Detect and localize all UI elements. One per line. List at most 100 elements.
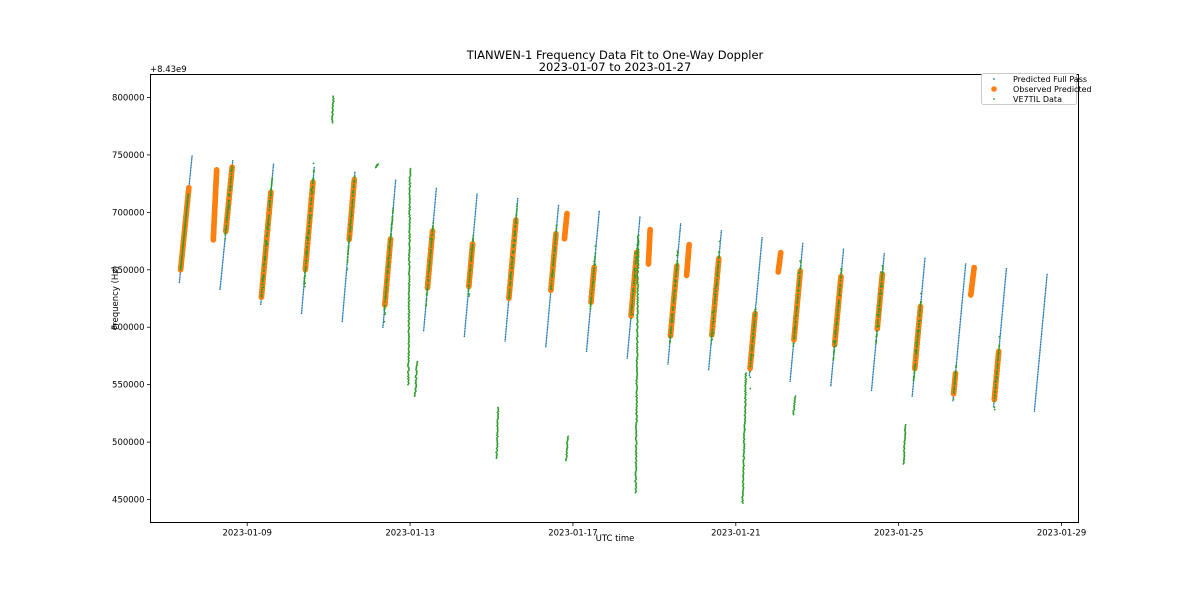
predicted-point xyxy=(760,249,762,252)
predicted-point xyxy=(921,290,923,293)
ve7til-point xyxy=(352,191,355,194)
ve7til-point xyxy=(308,220,311,223)
ve7til-point xyxy=(510,271,513,273)
predicted-point xyxy=(475,199,478,202)
predicted-point xyxy=(757,279,759,282)
ve7til-point xyxy=(718,240,721,243)
predicted-point xyxy=(393,200,395,202)
predicted-point xyxy=(507,303,510,305)
predicted-point xyxy=(595,248,597,251)
predicted-point xyxy=(556,222,558,224)
predicted-point xyxy=(301,306,303,308)
predicted-point xyxy=(434,201,436,204)
ve7til-point xyxy=(390,234,392,236)
predicted-point xyxy=(957,342,960,345)
ve7til-point xyxy=(592,280,595,283)
ve7til-point xyxy=(795,310,798,313)
ve7til-point xyxy=(431,228,434,231)
ve7til-point xyxy=(225,224,228,227)
ve7til-point xyxy=(347,247,350,249)
ve7til-point xyxy=(429,262,431,264)
ve7til-point xyxy=(429,258,431,261)
ve7til-point xyxy=(710,343,713,345)
ve7til-point xyxy=(468,274,471,277)
predicted-point xyxy=(871,376,874,379)
predicted-point xyxy=(393,195,396,197)
ve7til-point xyxy=(715,290,717,293)
predicted-point xyxy=(475,201,478,203)
predicted-point xyxy=(998,342,1001,344)
predicted-point xyxy=(341,315,344,318)
ve7til-point xyxy=(230,186,232,188)
predicted-point xyxy=(760,247,762,250)
ve7til-point xyxy=(839,279,842,282)
predicted-point xyxy=(790,364,793,367)
predicted-point xyxy=(507,301,510,304)
ve7til-point xyxy=(425,300,428,302)
predicted-point xyxy=(1041,329,1043,331)
predicted-point xyxy=(1001,315,1003,317)
ve7til-point xyxy=(228,200,231,202)
predicted-point xyxy=(963,282,965,284)
predicted-point xyxy=(791,359,793,362)
ve7til-point xyxy=(467,284,470,286)
chart-title: TIANWEN-1 Frequency Data Fit to One-Way … xyxy=(466,48,764,62)
predicted-point xyxy=(679,223,682,225)
predicted-point xyxy=(958,328,961,330)
predicted-point xyxy=(505,330,507,333)
predicted-point xyxy=(394,189,396,191)
ve7til-point xyxy=(310,200,313,202)
ve7til-point xyxy=(630,309,633,312)
predicted-point xyxy=(190,164,192,167)
ve7til-point xyxy=(839,283,842,286)
ve7til-point xyxy=(351,199,354,202)
ve7til-point xyxy=(264,253,267,256)
ve7til-point xyxy=(308,225,311,228)
predicted-point xyxy=(301,298,304,300)
ve7til-point xyxy=(717,261,720,264)
ve7til-point xyxy=(552,272,554,275)
predicted-point xyxy=(668,348,670,351)
predicted-point xyxy=(755,297,758,299)
predicted-point xyxy=(473,230,475,232)
ve7til-point xyxy=(426,288,429,291)
ve7til-point xyxy=(552,259,555,262)
predicted-point xyxy=(546,326,549,329)
ve7til-point xyxy=(346,258,349,261)
predicted-point xyxy=(757,278,760,280)
ve7til-point xyxy=(308,222,311,225)
predicted-point xyxy=(432,219,435,221)
predicted-point xyxy=(957,344,959,346)
predicted-point xyxy=(344,282,347,285)
ve7til-point xyxy=(352,189,355,192)
predicted-point xyxy=(433,208,436,210)
ve7til-point xyxy=(509,280,512,283)
predicted-point xyxy=(1039,346,1042,349)
predicted-point xyxy=(1005,272,1007,275)
ve7til-point xyxy=(432,224,434,227)
ve7til-point xyxy=(752,336,754,339)
ve7til-point xyxy=(352,185,355,188)
ve7til-point xyxy=(555,233,557,236)
ve7til-point xyxy=(751,345,754,348)
predicted-point xyxy=(1039,348,1041,350)
predicted-point xyxy=(343,293,346,296)
predicted-point xyxy=(627,349,629,352)
predicted-point xyxy=(220,277,222,279)
predicted-point xyxy=(831,367,834,370)
ve7til-point xyxy=(552,263,555,266)
predicted-point xyxy=(790,367,793,370)
ve7til-point xyxy=(348,238,351,241)
predicted-point xyxy=(548,307,550,310)
predicted-point xyxy=(383,315,385,317)
predicted-point xyxy=(546,333,548,335)
ve7til-point xyxy=(508,294,511,297)
predicted-point xyxy=(313,168,315,170)
ve7til-point xyxy=(832,358,835,361)
ve7til-point xyxy=(632,290,635,293)
predicted-point xyxy=(667,360,669,362)
ve7til-point xyxy=(350,215,353,218)
predicted-point xyxy=(871,380,874,382)
predicted-point xyxy=(1004,283,1006,286)
ve7til-point xyxy=(429,255,432,257)
